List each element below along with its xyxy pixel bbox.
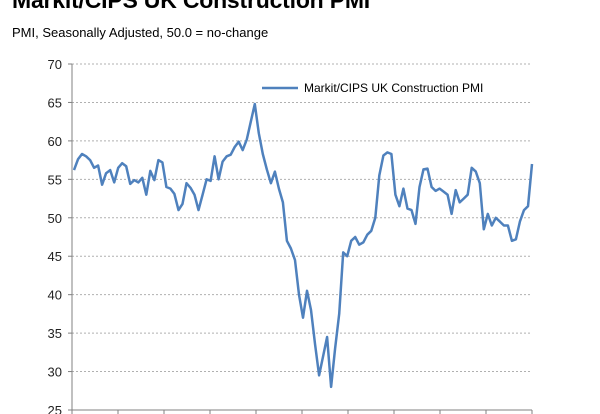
axes: 25 30 35 40 45 50 55 60 65 70 (48, 57, 533, 414)
y-tick-label: 55 (48, 172, 62, 187)
y-tick-label: 30 (48, 365, 62, 380)
y-tick-label: 60 (48, 134, 62, 149)
gridlines (72, 63, 532, 373)
chart-subtitle: PMI, Seasonally Adjusted, 50.0 = no-chan… (12, 25, 269, 40)
legend-label: Markit/CIPS UK Construction PMI (304, 81, 483, 95)
y-tick-label: 70 (48, 57, 62, 72)
chart-title: Markit/CIPS UK Construction PMI (12, 0, 370, 13)
y-tick-label: 25 (48, 403, 62, 414)
series-layer (72, 102, 534, 389)
series-line (72, 102, 534, 389)
y-tick-label: 45 (48, 249, 62, 264)
legend: Markit/CIPS UK Construction PMI (262, 81, 483, 95)
y-tick-label: 35 (48, 326, 62, 341)
y-tick-label: 50 (48, 211, 62, 226)
y-tick-label: 65 (48, 95, 62, 110)
y-tick-label: 40 (48, 288, 62, 303)
